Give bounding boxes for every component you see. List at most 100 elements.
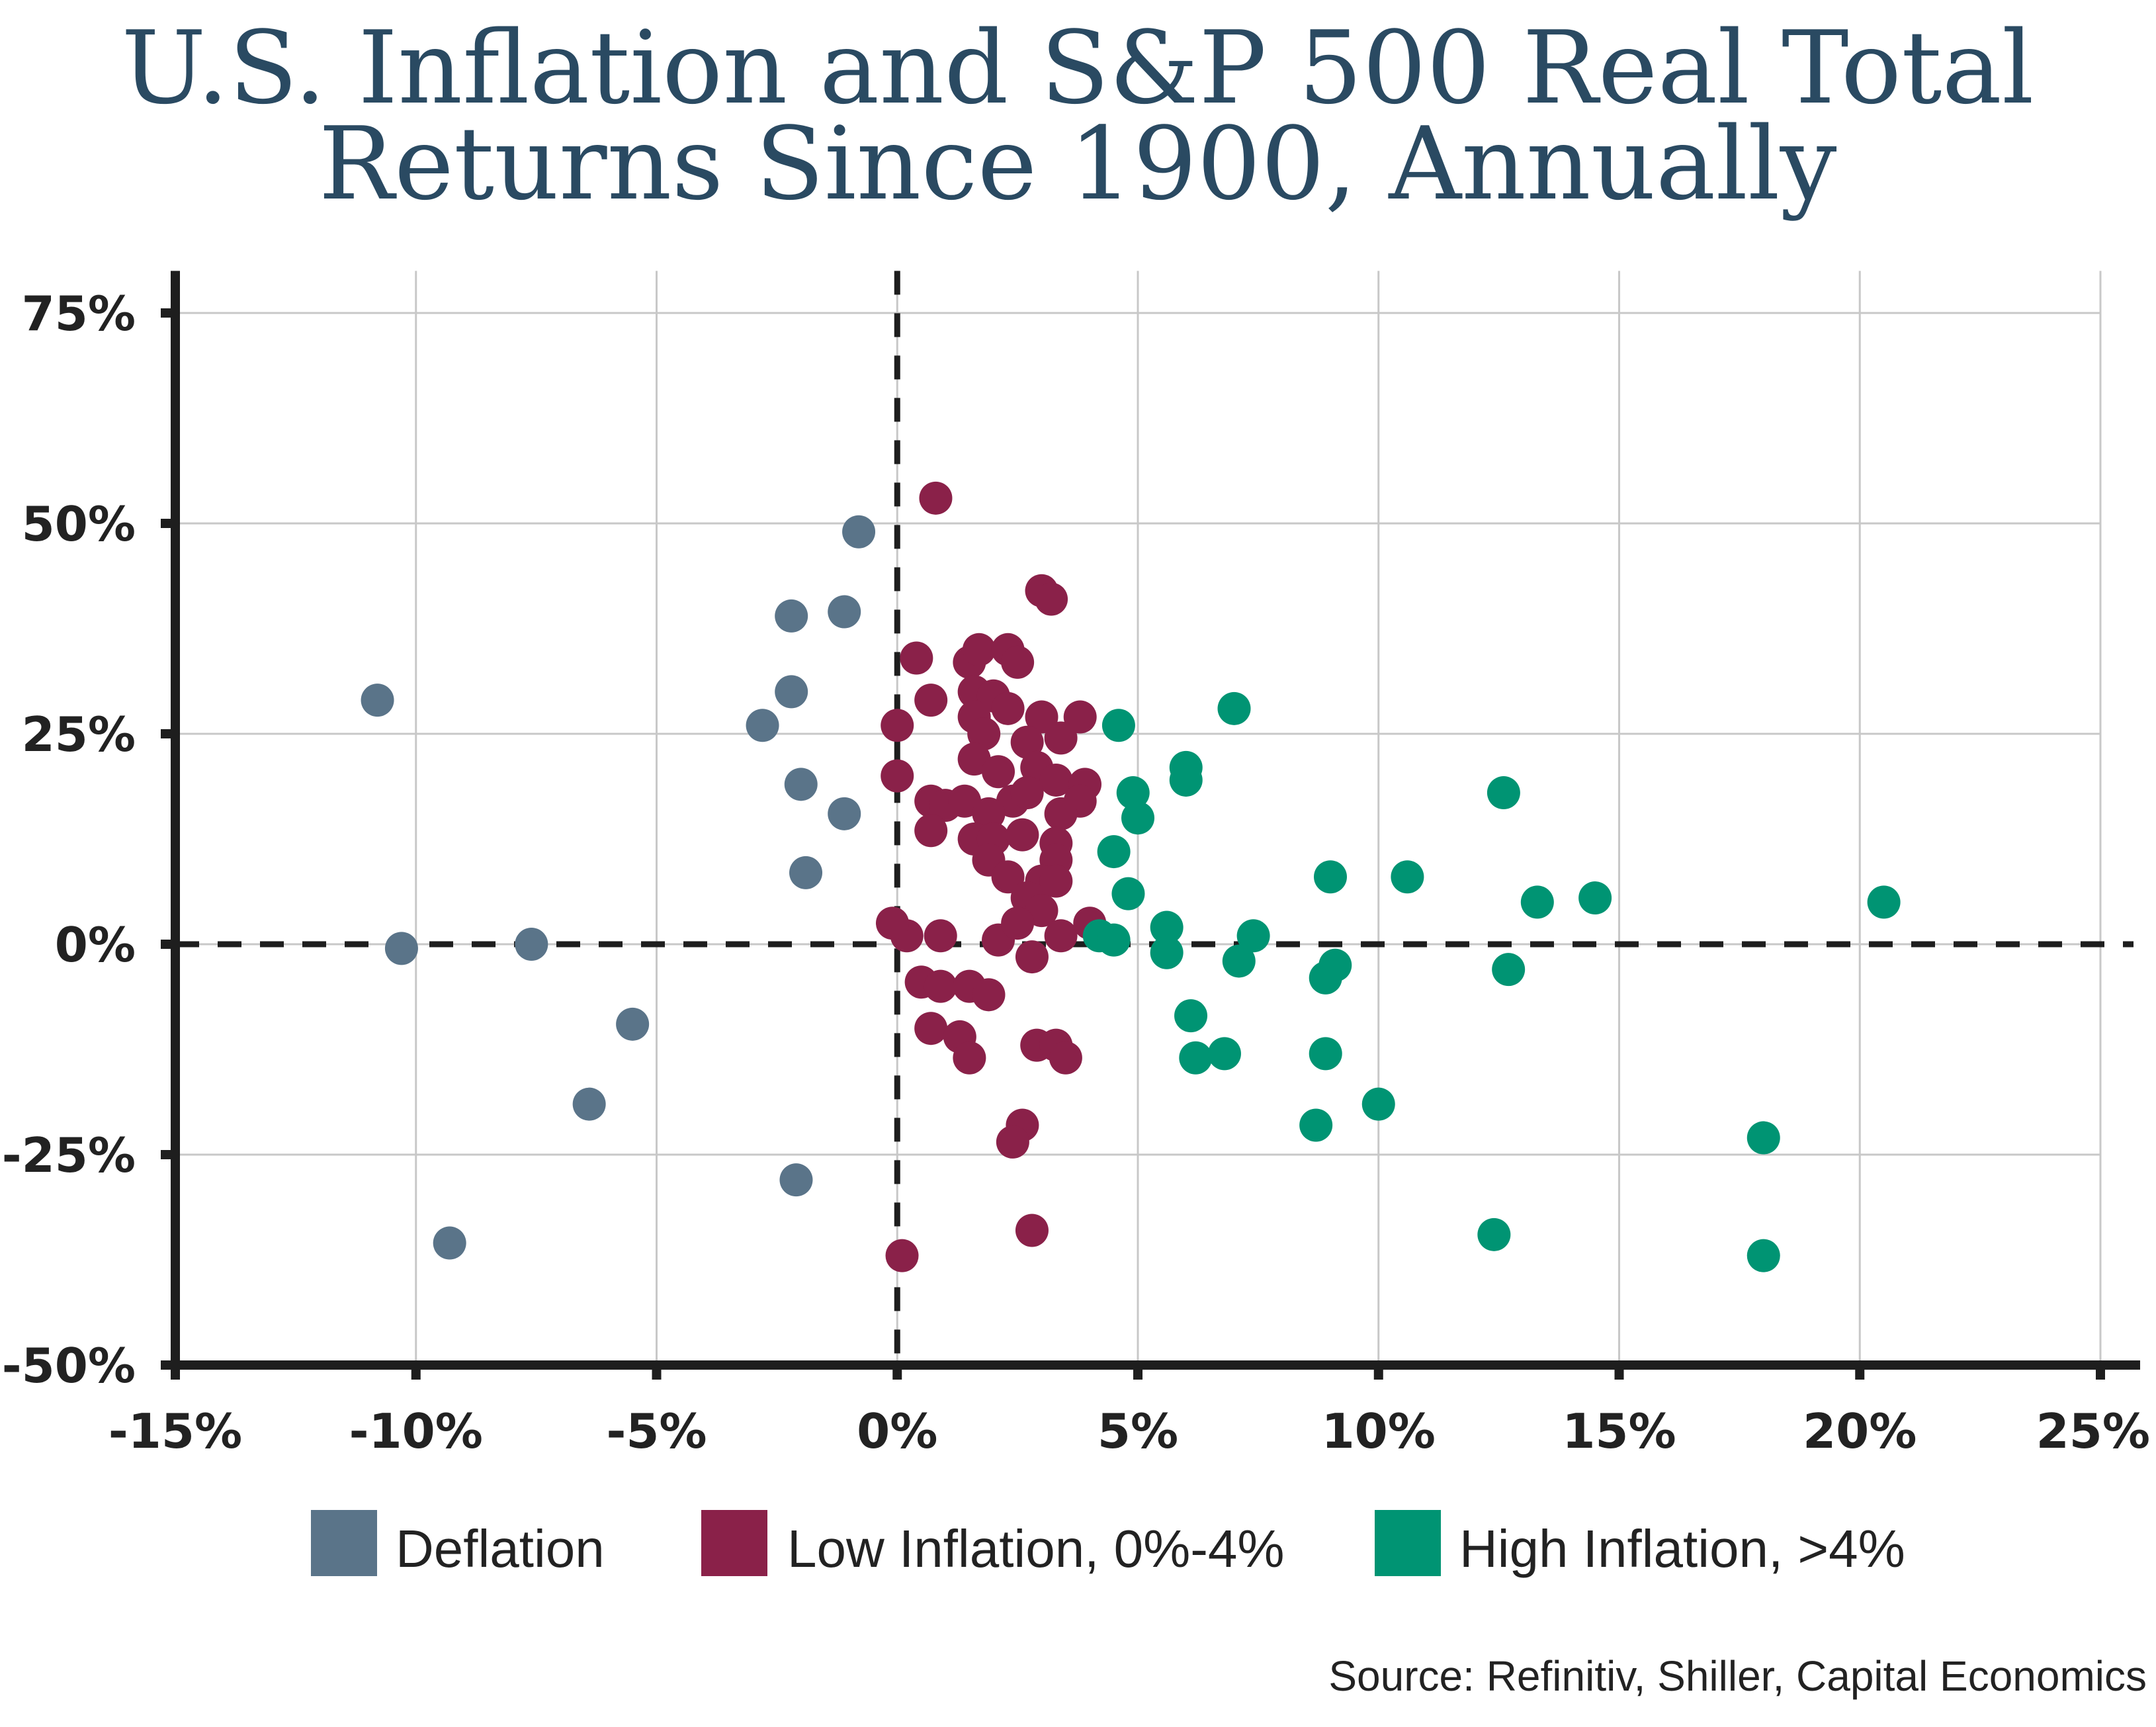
point-low-inflation-0-4-33 <box>914 814 948 848</box>
point-low-inflation-0-4-15 <box>881 709 914 742</box>
point-low-inflation-0-4-64 <box>996 1125 1029 1159</box>
source-note: Source: Refinitiv, Shiller, Capital Econ… <box>1328 1652 2147 1700</box>
point-low-inflation-0-4-3 <box>900 641 933 675</box>
x-tick-label-1: -10% <box>349 1403 483 1459</box>
point-high-inflation-4-11 <box>1520 885 1554 919</box>
legend-label-deflation: Deflation <box>396 1519 605 1578</box>
point-high-inflation-4-10 <box>1111 877 1145 910</box>
point-deflation-0 <box>361 684 394 717</box>
y-tick-label-3: 25% <box>22 707 136 762</box>
point-deflation-2 <box>433 1226 466 1260</box>
x-tick-label-4: 5% <box>1098 1403 1178 1459</box>
point-low-inflation-0-4-57 <box>914 1012 948 1045</box>
point-deflation-12 <box>828 595 861 629</box>
point-high-inflation-4-18 <box>1150 936 1184 969</box>
x-tick-label-7: 20% <box>1803 1403 1917 1459</box>
point-low-inflation-0-4-65 <box>1015 1214 1049 1247</box>
point-low-inflation-0-4-2 <box>1035 582 1068 616</box>
point-low-inflation-0-4-32 <box>1044 797 1078 830</box>
point-high-inflation-4-13 <box>1867 885 1901 919</box>
point-deflation-7 <box>775 599 808 633</box>
point-low-inflation-0-4-20 <box>982 755 1015 789</box>
point-high-inflation-4-12 <box>1578 881 1612 915</box>
axes <box>161 271 2140 1380</box>
point-low-inflation-0-4-5 <box>962 633 996 666</box>
legend-swatch-deflation <box>311 1510 377 1576</box>
point-low-inflation-0-4-52 <box>1015 940 1049 974</box>
point-high-inflation-4-4 <box>1487 776 1520 810</box>
point-low-inflation-0-4-0 <box>919 481 953 515</box>
point-high-inflation-4-8 <box>1314 860 1347 894</box>
point-high-inflation-4-23 <box>1174 999 1208 1033</box>
point-low-inflation-0-4-13 <box>1025 700 1058 734</box>
point-deflation-13 <box>828 797 861 830</box>
point-deflation-6 <box>746 709 779 742</box>
y-tick-label-4: 50% <box>22 496 136 552</box>
point-deflation-8 <box>775 675 808 709</box>
chart-title-line-2: Returns Since 1900, Annually <box>319 105 1837 222</box>
point-low-inflation-0-4-56 <box>972 978 1006 1012</box>
point-high-inflation-4-15 <box>1236 919 1270 953</box>
point-low-inflation-0-4-40 <box>991 860 1025 894</box>
point-high-inflation-4-28 <box>1299 1108 1333 1142</box>
data-points <box>361 481 1901 1272</box>
point-high-inflation-4-1 <box>1101 709 1135 742</box>
y-tick-label-0: -50% <box>2 1338 136 1394</box>
point-deflation-1 <box>384 932 418 965</box>
x-tick-label-8: 25% <box>2036 1403 2150 1459</box>
point-high-inflation-4-22 <box>1492 953 1526 987</box>
point-high-inflation-4-6 <box>1121 801 1154 835</box>
x-tick-label-2: -5% <box>606 1403 707 1459</box>
tick-labels: -50% -25% 0% 25% 50% 75% -15% -10% -5% 0% 5% 10% 15%… <box>2 286 2150 1459</box>
point-low-inflation-0-4-8 <box>914 684 948 717</box>
point-high-inflation-4-14 <box>1150 910 1184 944</box>
point-low-inflation-0-4-23 <box>881 759 914 793</box>
point-low-inflation-0-4-50 <box>875 907 909 940</box>
point-low-inflation-0-4-66 <box>885 1239 919 1272</box>
point-low-inflation-0-4-7 <box>1001 645 1035 679</box>
legend-swatch-high-inflation <box>1375 1510 1441 1576</box>
point-low-inflation-0-4-59 <box>953 1041 986 1075</box>
point-low-inflation-0-4-48 <box>1044 919 1078 953</box>
point-high-inflation-4-17 <box>1097 923 1131 957</box>
legend-label-high-inflation: High Inflation, >4% <box>1459 1519 1905 1578</box>
point-low-inflation-0-4-18 <box>1044 721 1078 755</box>
point-deflation-11 <box>789 856 823 889</box>
point-deflation-10 <box>784 768 818 801</box>
point-high-inflation-4-3 <box>1169 763 1203 797</box>
point-low-inflation-0-4-31 <box>972 797 1006 830</box>
legend: Deflation Low Inflation, 0%-4% High Infl… <box>311 1510 1905 1578</box>
point-high-inflation-4-9 <box>1391 860 1424 894</box>
point-low-inflation-0-4-14 <box>1063 700 1097 734</box>
y-tick-label-2: 0% <box>55 917 136 973</box>
legend-swatch-low-inflation <box>701 1510 767 1576</box>
x-tick-label-6: 15% <box>1562 1403 1676 1459</box>
point-deflation-4 <box>572 1087 606 1121</box>
point-low-inflation-0-4-54 <box>924 969 957 1003</box>
point-deflation-14 <box>842 515 876 549</box>
point-high-inflation-4-0 <box>1217 691 1251 725</box>
point-high-inflation-4-19 <box>1222 944 1256 978</box>
point-high-inflation-4-27 <box>1361 1087 1395 1121</box>
point-high-inflation-4-21 <box>1309 961 1342 995</box>
point-low-inflation-0-4-36 <box>1006 818 1039 852</box>
point-high-inflation-4-24 <box>1179 1041 1213 1075</box>
chart-title-line-1: U.S. Inflation and S&P 500 Real Total <box>121 9 2034 126</box>
point-high-inflation-4-7 <box>1097 835 1131 869</box>
point-high-inflation-4-26 <box>1309 1037 1342 1071</box>
point-low-inflation-0-4-29 <box>1010 776 1044 810</box>
point-high-inflation-4-25 <box>1207 1037 1241 1071</box>
point-low-inflation-0-4-47 <box>1001 907 1035 940</box>
point-low-inflation-0-4-17 <box>1010 725 1044 759</box>
y-tick-label-5: 75% <box>22 286 136 341</box>
point-high-inflation-4-31 <box>1746 1239 1780 1272</box>
x-tick-label-0: -15% <box>108 1403 242 1459</box>
point-deflation-5 <box>616 1007 650 1041</box>
point-deflation-9 <box>779 1163 813 1197</box>
x-tick-label-5: 10% <box>1322 1403 1436 1459</box>
x-tick-label-3: 0% <box>857 1403 937 1459</box>
point-low-inflation-0-4-45 <box>924 919 957 953</box>
point-low-inflation-0-4-42 <box>1039 864 1073 898</box>
point-high-inflation-4-29 <box>1746 1121 1780 1155</box>
point-low-inflation-0-4-11 <box>991 691 1025 725</box>
